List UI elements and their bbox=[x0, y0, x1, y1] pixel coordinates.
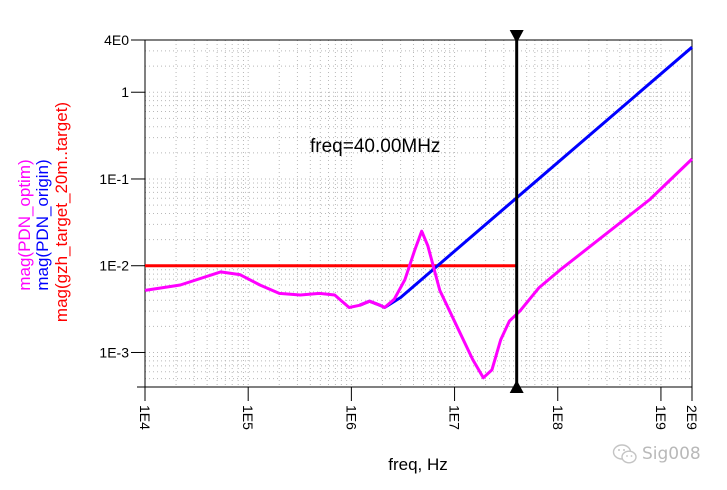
marker-top-triangle-icon bbox=[509, 30, 524, 43]
series-line-mag-pdn-optim- bbox=[144, 157, 694, 380]
marker[interactable]: freq=40.00MHz bbox=[310, 30, 524, 393]
y-tick-label: 1E-3 bbox=[99, 344, 129, 360]
y-tick-label: 1E-1 bbox=[99, 171, 129, 187]
y-axis-label: mag(PDN_optim) bbox=[15, 159, 34, 290]
series-group bbox=[144, 46, 694, 380]
y-tick-label: 1E-2 bbox=[99, 258, 129, 274]
x-tick-label: 1E9 bbox=[653, 405, 669, 430]
y-axis-label: mag(PDN_origin) bbox=[33, 159, 52, 290]
y-tick-label: 1 bbox=[121, 84, 129, 100]
x-tick-label: 1E6 bbox=[343, 405, 359, 430]
watermark: Sig008 bbox=[612, 443, 701, 465]
watermark-text: Sig008 bbox=[642, 444, 701, 464]
labels: freq, Hz mag(PDN_optim) mag(PDN_origin) mag… bbox=[15, 102, 448, 474]
marker-readout: freq=40.00MHz bbox=[310, 136, 440, 157]
x-tick-label: 2E9 bbox=[684, 405, 700, 430]
y-axis-label: mag(gzh_target_20m..target) bbox=[52, 102, 71, 322]
x-tick-label: 1E4 bbox=[137, 405, 153, 430]
x-tick-label: 1E5 bbox=[240, 405, 256, 430]
x-tick-label: 1E8 bbox=[550, 405, 566, 430]
wechat-icon bbox=[612, 444, 637, 464]
grid bbox=[145, 40, 692, 387]
axes: 1E4 1E5 1E6 1E7 1E8 1E9 2E9 4E0 1 1E-1 1E-2 1E-3 bbox=[99, 32, 700, 430]
y-tick-label: 4E0 bbox=[104, 32, 129, 48]
marker-bottom-triangle-icon bbox=[509, 380, 524, 393]
plot-frame bbox=[144, 39, 693, 388]
x-axis-label: freq, Hz bbox=[388, 455, 448, 474]
x-tick-label: 1E7 bbox=[447, 405, 463, 430]
